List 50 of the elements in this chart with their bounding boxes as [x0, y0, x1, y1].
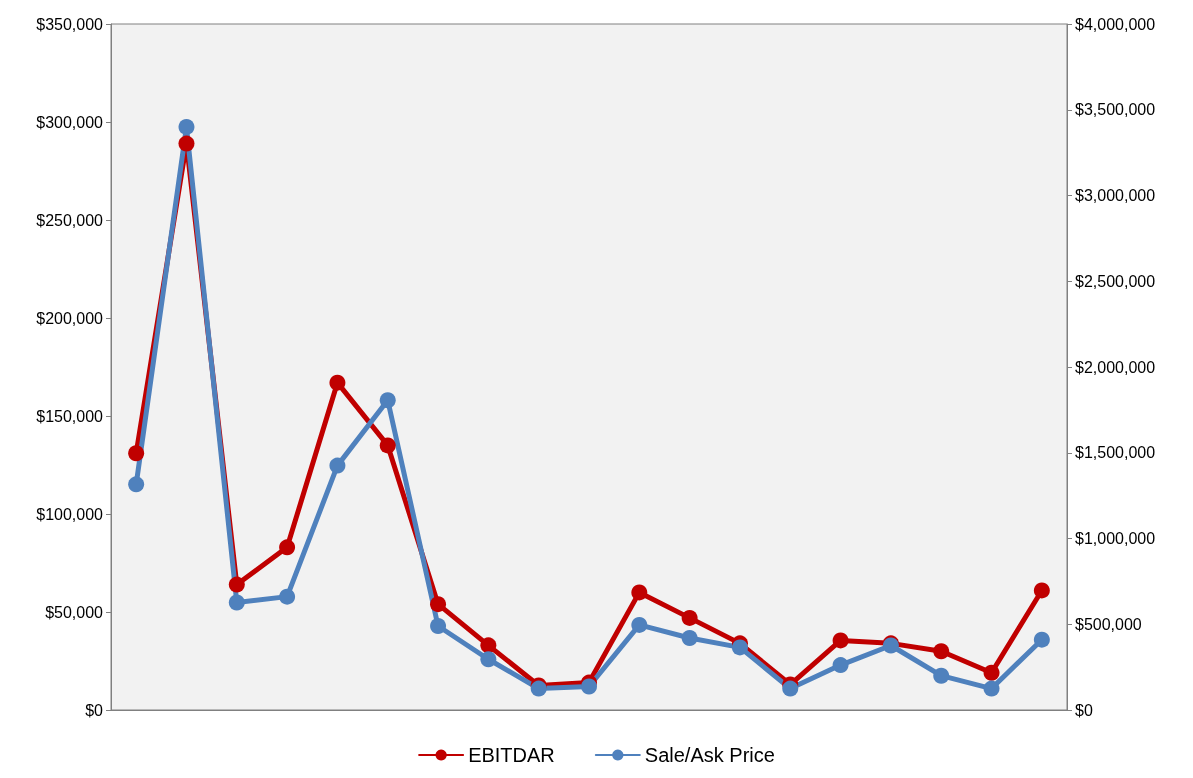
point: [631, 584, 648, 601]
point: [1033, 582, 1050, 599]
y2-tick-label: $0: [1075, 701, 1093, 719]
legend-label: Sale/Ask Price: [644, 744, 775, 766]
point: [329, 457, 346, 474]
y2-tick-label: $2,000,000: [1075, 358, 1156, 376]
point: [480, 651, 497, 668]
y2-tick-label: $1,500,000: [1075, 444, 1156, 462]
point: [178, 118, 195, 135]
point: [983, 664, 1000, 681]
point: [731, 639, 748, 656]
point: [832, 657, 849, 674]
point: [480, 637, 497, 654]
point: [933, 643, 950, 660]
y-tick-label: $300,000: [36, 113, 104, 131]
y2-tick-label: $3,000,000: [1075, 187, 1156, 204]
y2-tick-label: $500,000: [1075, 615, 1142, 633]
legend-label: EBITDAR: [468, 744, 555, 766]
point: [329, 374, 346, 391]
y2-tick-label: $4,000,000: [1075, 15, 1156, 33]
point: [228, 594, 245, 611]
point: [279, 539, 296, 556]
point: [279, 588, 296, 605]
point: [933, 667, 950, 684]
y2-tick-label: $2,500,000: [1075, 272, 1156, 290]
point: [430, 596, 447, 613]
point: [379, 392, 396, 409]
point: [832, 632, 849, 649]
point: [379, 437, 396, 454]
point: [228, 576, 245, 593]
point: [1033, 631, 1050, 648]
y-tick-label: $250,000: [36, 211, 104, 229]
point: [128, 445, 145, 462]
y-tick-label: $150,000: [36, 407, 104, 425]
point: [681, 629, 698, 646]
point: [178, 135, 195, 152]
y-tick-label: $100,000: [36, 505, 104, 523]
point: [128, 476, 145, 493]
point: [581, 678, 597, 695]
point: [631, 616, 648, 633]
point: [782, 680, 799, 697]
y-tick-label: $200,000: [36, 309, 104, 327]
y-tick-label: $50,000: [45, 603, 104, 621]
point: [430, 617, 447, 634]
point: [983, 680, 1000, 697]
point: [681, 609, 698, 626]
y-tick-label: $0: [85, 701, 104, 719]
y-tick-label: $350,000: [36, 15, 104, 33]
y2-tick-label: $3,500,000: [1075, 101, 1156, 119]
y2-tick-label: $1,000,000: [1075, 530, 1156, 547]
